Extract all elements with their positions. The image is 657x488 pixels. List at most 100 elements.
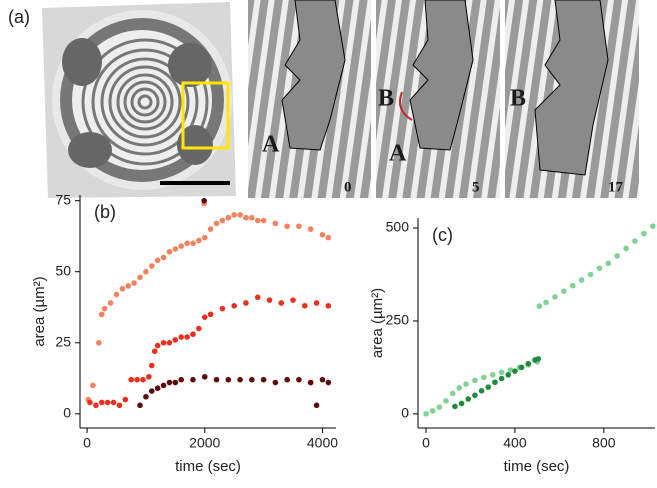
- point: [249, 376, 255, 383]
- point: [243, 300, 249, 306]
- point: [587, 271, 594, 278]
- point: [172, 246, 179, 252]
- point: [143, 268, 149, 275]
- point: [449, 390, 456, 397]
- time-label: 0: [344, 179, 352, 195]
- point: [429, 408, 436, 414]
- point: [290, 297, 296, 303]
- point: [201, 234, 208, 241]
- x-axis-label: time (sec): [175, 458, 241, 475]
- point: [225, 376, 232, 383]
- point: [190, 331, 196, 338]
- point: [649, 223, 656, 229]
- point: [178, 334, 185, 340]
- point: [172, 379, 179, 386]
- point: [260, 217, 267, 224]
- point: [128, 376, 134, 383]
- point: [107, 300, 114, 306]
- point: [231, 303, 237, 309]
- panel-label: (b): [94, 202, 116, 222]
- point: [423, 411, 429, 417]
- point: [478, 388, 485, 394]
- point: [498, 375, 505, 382]
- point: [436, 404, 443, 410]
- point: [231, 212, 237, 218]
- point: [319, 376, 326, 383]
- point: [166, 379, 173, 386]
- point: [641, 230, 647, 237]
- y-tick-label: 0: [401, 405, 409, 421]
- point: [578, 277, 585, 283]
- y-tick-label: 25: [55, 333, 71, 349]
- point: [325, 234, 332, 241]
- point: [254, 217, 261, 224]
- point: [213, 376, 220, 383]
- point: [260, 376, 267, 383]
- point: [184, 334, 190, 340]
- point: [596, 265, 603, 271]
- region-label: B: [378, 86, 394, 112]
- point: [122, 396, 129, 403]
- point: [151, 348, 158, 355]
- point: [104, 399, 111, 406]
- point: [172, 337, 179, 343]
- point: [160, 339, 167, 346]
- point: [243, 214, 249, 221]
- point: [254, 294, 261, 301]
- point: [143, 393, 149, 400]
- y-tick-label: 500: [386, 219, 410, 235]
- point: [465, 396, 472, 402]
- point: [154, 257, 161, 264]
- point: [134, 376, 140, 383]
- point: [160, 382, 167, 389]
- point: [101, 305, 108, 312]
- point: [552, 293, 558, 300]
- point: [605, 260, 612, 267]
- x-tick-label: 400: [503, 435, 527, 451]
- point: [146, 374, 152, 380]
- point: [166, 249, 173, 255]
- region-label: B: [510, 86, 526, 112]
- y-axis-label: area (µm²): [31, 276, 48, 346]
- point: [443, 398, 449, 404]
- point: [201, 197, 207, 204]
- point: [632, 238, 638, 244]
- point: [201, 314, 208, 320]
- point: [569, 282, 576, 289]
- point: [196, 325, 202, 332]
- point: [272, 220, 279, 227]
- point: [184, 240, 190, 247]
- point: [535, 356, 542, 362]
- y-axis-label: area (µm²): [369, 288, 386, 358]
- point: [96, 339, 102, 346]
- point: [119, 285, 126, 292]
- point: [87, 399, 93, 406]
- y-tick-label: 0: [63, 404, 71, 420]
- x-tick-label: 0: [422, 435, 430, 451]
- point: [296, 376, 302, 383]
- panel-label: (c): [432, 225, 453, 245]
- point: [284, 223, 290, 230]
- point: [190, 240, 196, 247]
- x-tick-label: 2000: [189, 435, 220, 451]
- point: [525, 360, 532, 367]
- point: [148, 263, 155, 269]
- point: [207, 226, 214, 232]
- point: [614, 253, 621, 259]
- point: [148, 362, 155, 369]
- y-tick-label: 50: [55, 262, 71, 278]
- point: [249, 214, 255, 221]
- point: [543, 299, 549, 306]
- point: [456, 385, 463, 391]
- point: [505, 372, 512, 378]
- point: [481, 374, 487, 381]
- point: [536, 303, 543, 309]
- x-tick-label: 4000: [307, 435, 338, 451]
- x-tick-label: 0: [83, 435, 91, 451]
- point: [178, 243, 185, 249]
- image-overview: [42, 2, 236, 198]
- point: [110, 399, 117, 406]
- point: [190, 376, 196, 383]
- point: [463, 381, 469, 387]
